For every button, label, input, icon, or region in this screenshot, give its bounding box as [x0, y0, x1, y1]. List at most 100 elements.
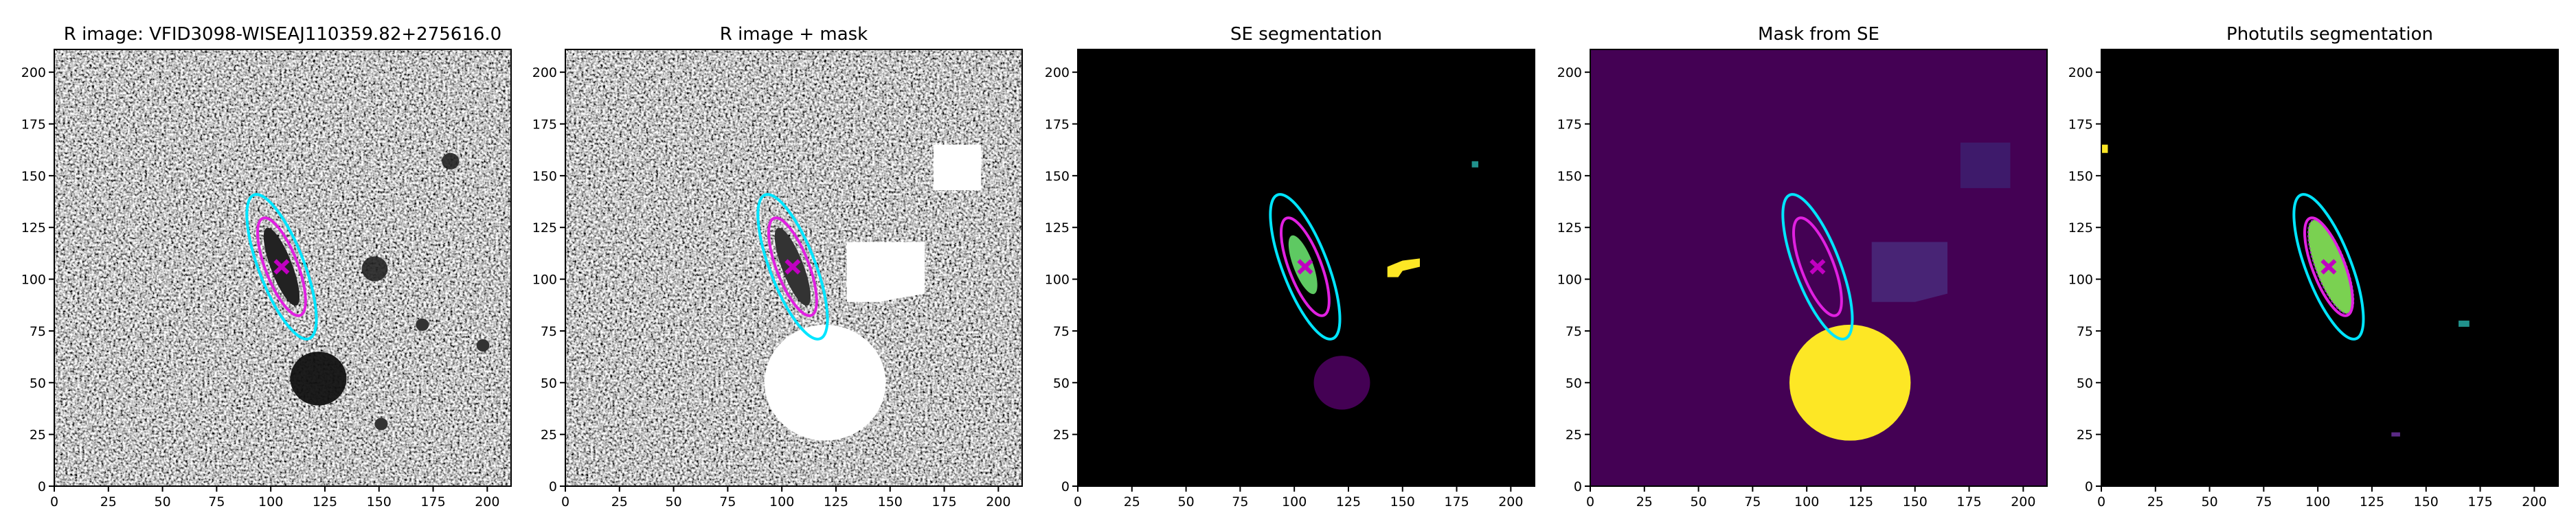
y-tick-label: 100 — [1557, 273, 1582, 288]
x-tick-label: 100 — [769, 494, 794, 510]
axes-frame — [2101, 49, 2559, 487]
y-tick-label: 100 — [1045, 273, 1070, 288]
y-tick-label: 25 — [1566, 428, 1582, 443]
x-tick-label: 25 — [611, 494, 628, 510]
y-tick-label: 125 — [21, 220, 46, 236]
x-tick-label: 125 — [824, 494, 848, 510]
x-tick-label: 125 — [1849, 494, 1873, 510]
y-tick-label: 25 — [1053, 428, 1070, 443]
x-tick-label: 200 — [2011, 494, 2035, 510]
x-tick-label: 0 — [50, 494, 58, 510]
x-tick-label: 175 — [420, 494, 445, 510]
axes-frame — [1590, 49, 2048, 487]
panel-title: Photutils segmentation — [2226, 24, 2433, 45]
y-tick-label: 125 — [1045, 220, 1070, 236]
y-tick-label: 50 — [1566, 376, 1582, 391]
x-tick-label: 0 — [561, 494, 569, 510]
axes-frame — [1077, 49, 1535, 487]
x-tick-label: 150 — [878, 494, 903, 510]
image-photutils-seg — [2101, 49, 2558, 486]
y-tick-label: 0 — [1574, 479, 1582, 494]
y-tick-label: 100 — [2068, 273, 2093, 288]
image-se-mask — [1590, 49, 2047, 486]
x-tick-label: 75 — [208, 494, 225, 510]
y-tick-label: 25 — [541, 428, 557, 443]
x-tick-label: 200 — [986, 494, 1010, 510]
x-tick-label: 175 — [1956, 494, 1981, 510]
y-tick-label: 50 — [30, 376, 46, 391]
x-tick-label: 50 — [154, 494, 170, 510]
x-tick-label: 25 — [1636, 494, 1653, 510]
y-tick-label: 75 — [30, 324, 46, 339]
y-tick-label: 75 — [2077, 324, 2093, 339]
x-tick-label: 100 — [1282, 494, 1307, 510]
y-tick-label: 200 — [1045, 65, 1070, 80]
image-masked — [565, 49, 1022, 486]
axes-frame — [54, 49, 512, 487]
y-tick-label: 175 — [1045, 117, 1070, 133]
y-tick-label: 150 — [2068, 169, 2093, 184]
y-tick-label: 75 — [541, 324, 557, 339]
x-tick-label: 100 — [258, 494, 283, 510]
x-tick-label: 200 — [2522, 494, 2546, 510]
y-tick-label: 150 — [1045, 169, 1070, 184]
y-tick-label: 200 — [1557, 65, 1582, 80]
y-tick-label: 200 — [2068, 65, 2093, 80]
x-tick-label: 75 — [1744, 494, 1761, 510]
y-tick-label: 0 — [1061, 479, 1070, 494]
y-tick-label: 25 — [30, 428, 46, 443]
x-tick-label: 200 — [1498, 494, 1523, 510]
x-tick-label: 0 — [1586, 494, 1594, 510]
x-tick-label: 150 — [1903, 494, 1928, 510]
axes-frame — [565, 49, 1023, 487]
y-tick-label: 100 — [532, 273, 557, 288]
y-tick-label: 50 — [541, 376, 557, 391]
y-tick-label: 125 — [1557, 220, 1582, 236]
y-tick-label: 150 — [532, 169, 557, 184]
panel-title: R image + mask — [720, 24, 868, 45]
y-tick-label: 75 — [1566, 324, 1582, 339]
y-tick-label: 0 — [549, 479, 557, 494]
x-tick-label: 100 — [2305, 494, 2330, 510]
x-tick-label: 125 — [313, 494, 337, 510]
y-tick-label: 200 — [532, 65, 557, 80]
x-tick-label: 150 — [367, 494, 392, 510]
y-tick-label: 175 — [2068, 117, 2093, 133]
x-tick-label: 75 — [719, 494, 736, 510]
y-tick-label: 150 — [21, 169, 46, 184]
x-tick-label: 75 — [1232, 494, 1248, 510]
x-tick-label: 100 — [1794, 494, 1819, 510]
x-tick-label: 50 — [2201, 494, 2217, 510]
x-tick-label: 150 — [2414, 494, 2439, 510]
x-tick-label: 125 — [1336, 494, 1361, 510]
y-tick-label: 175 — [1557, 117, 1582, 133]
x-tick-label: 175 — [1444, 494, 1469, 510]
panel-title: SE segmentation — [1230, 24, 1382, 45]
image-r — [54, 49, 511, 486]
x-tick-label: 25 — [2147, 494, 2164, 510]
x-tick-label: 50 — [1177, 494, 1194, 510]
x-tick-label: 0 — [2097, 494, 2105, 510]
y-tick-label: 175 — [21, 117, 46, 133]
panel-title: Mask from SE — [1758, 24, 1879, 45]
image-se-seg — [1078, 49, 1535, 486]
y-tick-label: 50 — [1053, 376, 1070, 391]
x-tick-label: 150 — [1390, 494, 1415, 510]
y-tick-label: 125 — [2068, 220, 2093, 236]
y-tick-label: 50 — [2077, 376, 2093, 391]
x-tick-label: 25 — [100, 494, 117, 510]
panel-title: R image: VFID3098-WISEAJ110359.82+275616… — [64, 24, 501, 45]
x-tick-label: 0 — [1074, 494, 1082, 510]
x-tick-label: 50 — [1690, 494, 1706, 510]
y-tick-label: 0 — [38, 479, 46, 494]
x-tick-label: 175 — [931, 494, 956, 510]
y-tick-label: 75 — [1053, 324, 1070, 339]
y-tick-label: 150 — [1557, 169, 1582, 184]
x-tick-label: 125 — [2360, 494, 2384, 510]
x-tick-label: 200 — [475, 494, 499, 510]
x-tick-label: 75 — [2255, 494, 2272, 510]
x-tick-label: 50 — [665, 494, 681, 510]
y-tick-label: 25 — [2077, 428, 2093, 443]
x-tick-label: 25 — [1124, 494, 1140, 510]
